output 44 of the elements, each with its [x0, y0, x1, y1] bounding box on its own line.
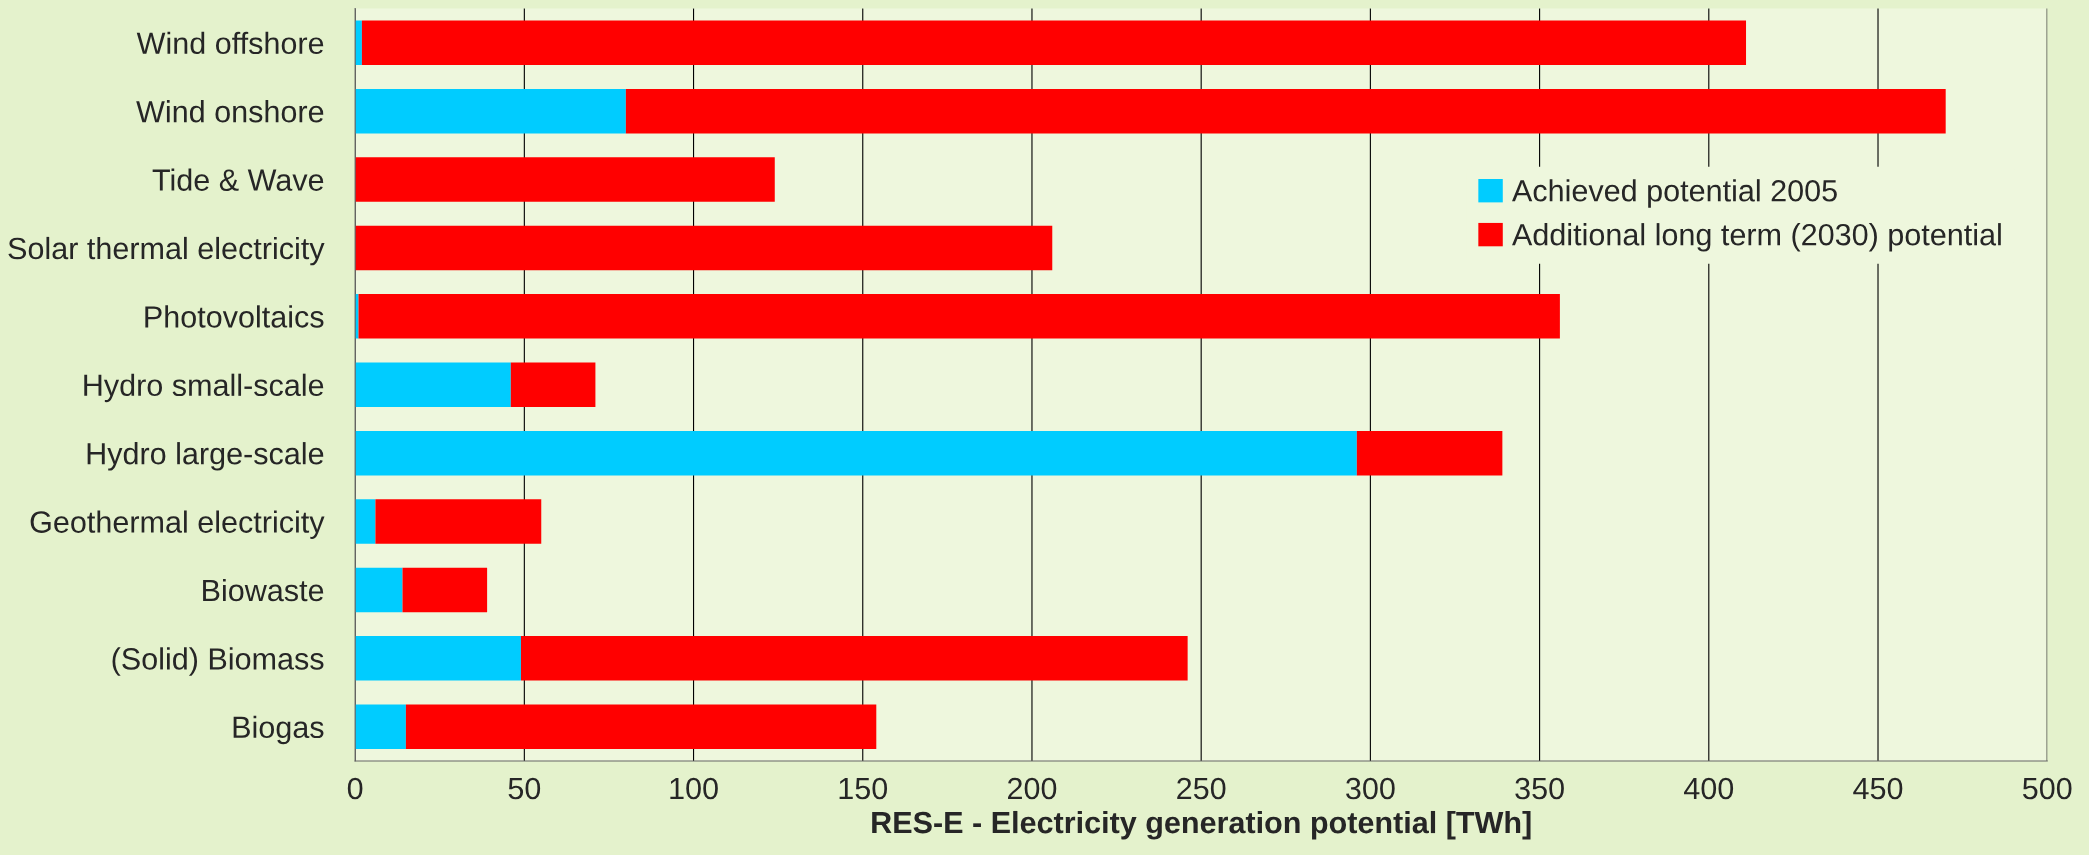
bar	[402, 567, 488, 613]
bar	[625, 88, 1946, 134]
x-axis-title: RES-E - Electricity generation potential [TWh]	[872, 810, 1531, 840]
bar	[355, 636, 521, 681]
bar	[355, 294, 359, 339]
bar	[358, 294, 1560, 339]
x-tick-label: 400	[1684, 777, 1734, 800]
x-tick-label: 300	[1346, 777, 1395, 800]
bar	[1356, 430, 1503, 476]
bar	[355, 567, 403, 613]
x-tick-label: 350	[1515, 777, 1564, 800]
y-tick-label: Biogas	[233, 715, 324, 745]
bar	[355, 88, 626, 134]
x-tick-label: 100	[670, 777, 718, 800]
x-tick-label: 50	[508, 777, 541, 800]
bar	[520, 636, 1188, 681]
y-tick-label: Wind offshore	[136, 31, 324, 55]
y-tick-label: Photovoltaics	[145, 305, 324, 328]
bar	[355, 362, 511, 407]
x-tick-label: 200	[1008, 777, 1057, 800]
x-tick-label: 250	[1177, 777, 1226, 800]
y-tick-label: Solar thermal electricity	[8, 236, 325, 266]
bar	[361, 20, 1747, 65]
y-tick-label: Geothermal electricity	[30, 510, 325, 539]
legend-label: Achieved potential 2005	[1512, 179, 1837, 208]
bar	[375, 499, 542, 544]
y-tick-label: Hydro large-scale	[87, 442, 324, 471]
y-tick-label: Tide & Wave	[152, 168, 324, 191]
bar	[355, 225, 1053, 271]
bar	[355, 499, 376, 544]
bar	[355, 704, 406, 749]
x-tick-label: 0	[347, 777, 363, 800]
y-tick-label: Hydro small-scale	[84, 373, 324, 403]
y-tick-label: Biowaste	[203, 578, 324, 602]
y-tick-label: Wind onshore	[136, 100, 324, 123]
x-tick-label: 150	[839, 777, 888, 800]
bar	[510, 362, 596, 407]
x-tick-label: 500	[2022, 777, 2072, 800]
bar	[405, 704, 877, 749]
y-tick-label: (Solid) Biomass	[112, 647, 324, 676]
bar	[355, 430, 1357, 476]
x-tick-label: 450	[1853, 777, 1903, 800]
legend-label: Additional long term (2030) potential	[1512, 223, 2001, 252]
bar	[355, 157, 775, 202]
